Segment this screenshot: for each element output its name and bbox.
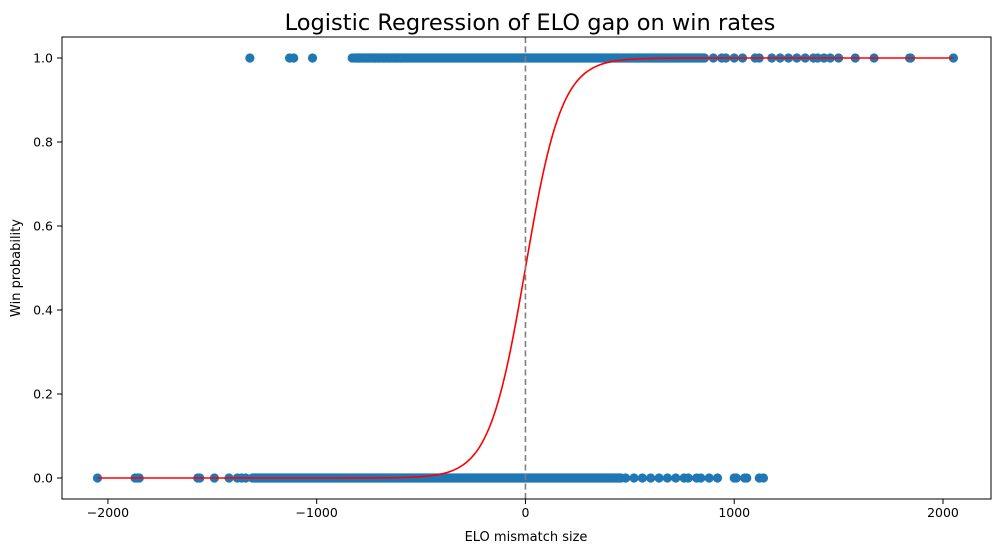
data-point-outcome-1 (245, 53, 255, 63)
y-tick-label: 0.0 (33, 471, 53, 486)
y-tick-label: 0.6 (33, 219, 53, 234)
data-point-outcome-0 (704, 473, 714, 483)
y-axis-label: Win probability (9, 219, 24, 317)
y-tick-label: 1.0 (33, 51, 53, 66)
x-tick-label: 1000 (718, 505, 750, 520)
y-tick-label: 0.8 (33, 135, 53, 150)
plot-frame (61, 36, 992, 500)
data-point-outcome-0 (646, 473, 656, 483)
data-point-outcome-0 (712, 473, 723, 483)
y-tick-label: 0.2 (33, 387, 53, 402)
data-point-outcome-0 (92, 473, 103, 483)
chart-title: Logistic Regression of ELO gap on win ra… (285, 10, 776, 36)
data-point-outcome-1 (395, 53, 405, 63)
data-point-outcome-0 (731, 473, 741, 483)
data-point-outcome-0 (696, 473, 706, 483)
data-point-outcome-0 (671, 473, 681, 483)
x-axis-ticks: −2000 −1000 0 1000 2000 (87, 499, 959, 520)
data-point-outcome-1 (948, 53, 959, 63)
dense-points-outcome-0 (247, 473, 626, 483)
data-point-outcome-1 (353, 53, 364, 63)
data-point-outcome-0 (662, 473, 673, 483)
y-axis-ticks: 0.0 0.2 0.4 0.6 0.8 1.0 (33, 51, 62, 486)
data-point-outcome-0 (683, 473, 693, 483)
x-axis-label: ELO mismatch size (465, 530, 588, 545)
data-point-outcome-1 (289, 53, 299, 63)
data-point-outcome-0 (629, 473, 639, 483)
x-tick-label: 0 (521, 505, 529, 520)
data-point-outcome-1 (362, 53, 372, 63)
x-tick-label: 2000 (927, 505, 959, 520)
data-point-outcome-0 (637, 473, 647, 483)
y-tick-label: 0.4 (33, 303, 53, 318)
data-point-outcome-1 (307, 53, 318, 63)
data-point-outcome-0 (654, 473, 664, 483)
x-tick-label: −1000 (296, 505, 338, 520)
data-point-outcome-0 (758, 473, 769, 483)
x-tick-label: −2000 (87, 505, 129, 520)
data-point-outcome-0 (742, 473, 752, 483)
scatter-points (92, 53, 959, 483)
data-point-outcome-0 (621, 473, 631, 483)
